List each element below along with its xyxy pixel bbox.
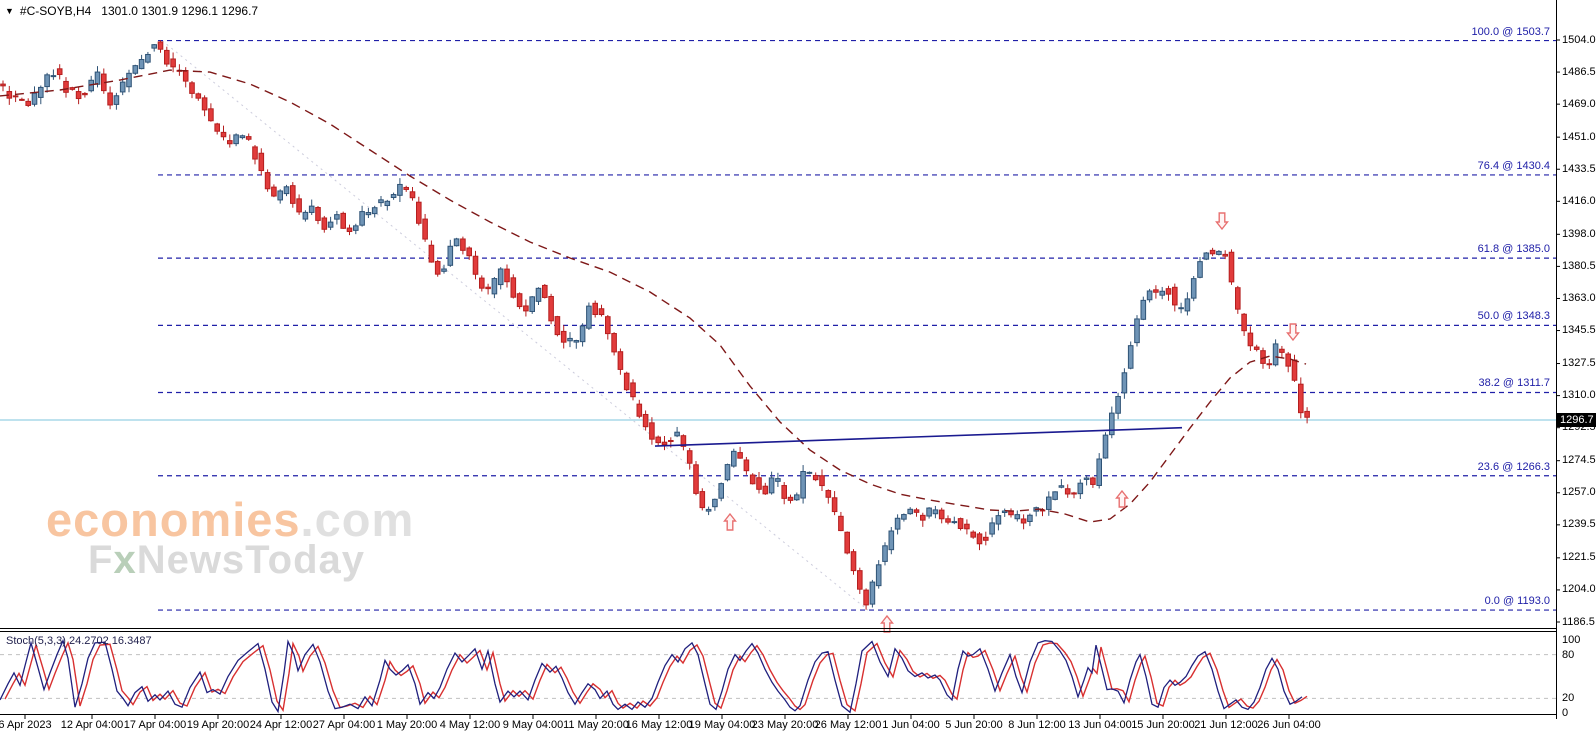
- time-axis-label: 5 Jun 20:00: [945, 719, 1003, 731]
- watermark-tagline-rest: NewsToday: [136, 538, 366, 582]
- price-axis-label: 1416.0: [1562, 194, 1596, 207]
- price-axis-label: 1221.5: [1562, 551, 1596, 564]
- time-axis-label: 21 Jun 12:00: [1194, 719, 1258, 731]
- down-arrow-icon: [1215, 212, 1229, 231]
- price-axis-label: 1204.0: [1562, 583, 1596, 596]
- price-axis-label: 1257.0: [1562, 486, 1596, 499]
- up-arrow-icon: [880, 614, 894, 633]
- symbol-title-bar: ▼ #C-SOYB,H4 1301.0 1301.9 1296.1 1296.7: [5, 4, 258, 18]
- time-axis-label: 15 Jun 20:00: [1131, 719, 1195, 731]
- time-axis-label: 6 Apr 2023: [0, 719, 52, 731]
- fib-level-label: 76.4 @ 1430.4: [1477, 159, 1550, 172]
- fib-level-label: 50.0 @ 1348.3: [1477, 310, 1550, 323]
- fib-baseline: [161, 40, 869, 611]
- trendline[interactable]: [654, 426, 1183, 447]
- fib-level-label: 100.0 @ 1503.7: [1471, 25, 1550, 38]
- time-axis-label: 16 May 12:00: [625, 719, 693, 731]
- time-axis-label: 26 Jun 04:00: [1257, 719, 1321, 731]
- stoch-scale-label: 100: [1562, 634, 1581, 646]
- time-axis-label: 24 Apr 12:00: [249, 719, 313, 731]
- price-axis-label: 1469.0: [1562, 97, 1596, 110]
- price-axis-label: 1345.5: [1562, 324, 1596, 337]
- moving-average-line: [0, 69, 1307, 523]
- price-axis-label: 1327.5: [1562, 357, 1596, 370]
- time-axis-label: 9 May 04:00: [502, 719, 564, 731]
- stoch-scale-label: 20: [1562, 692, 1575, 705]
- stoch-signal-line: [4, 640, 1308, 713]
- time-axis-label: 12 Apr 04:00: [60, 719, 124, 731]
- price-axis-label: 1380.5: [1562, 259, 1596, 272]
- time-axis-label: 23 May 20:00: [751, 719, 819, 731]
- time-axis-label: 8 Jun 12:00: [1008, 719, 1066, 731]
- time-axis-label: 17 Apr 04:00: [123, 719, 187, 731]
- time-axis-label: 4 May 12:00: [439, 719, 501, 731]
- time-axis-label: 1 Jun 04:00: [882, 719, 940, 731]
- time-axis-label: 13 Jun 04:00: [1068, 719, 1132, 731]
- watermark-brand: economies: [46, 493, 301, 546]
- indicator-label: Stoch(5,3,3) 24.2702 16.3487: [6, 635, 152, 647]
- fib-level-label: 0.0 @ 1193.0: [1484, 595, 1550, 608]
- fib-level-label: 23.6 @ 1266.3: [1477, 460, 1550, 473]
- stoch-main-line: [0, 638, 1303, 714]
- watermark-tagline-f: F: [88, 538, 114, 582]
- watermark-domain-suffix: .com: [300, 493, 415, 546]
- time-axis-label: 1 May 20:00: [376, 719, 438, 731]
- price-axis-label: 1398.0: [1562, 227, 1596, 240]
- price-axis-label: 1504.0: [1562, 33, 1596, 46]
- price-axis-label: 1486.5: [1562, 65, 1596, 78]
- symbol-period-label: #C-SOYB,H4: [19, 4, 92, 18]
- fib-level-label: 38.2 @ 1311.7: [1478, 377, 1550, 390]
- current-price-badge: 1296.7: [1557, 412, 1596, 427]
- price-axis-label: 1274.5: [1562, 454, 1596, 467]
- watermark-tagline-x: x: [113, 538, 137, 582]
- time-axis-label: 19 May 04:00: [688, 719, 756, 731]
- stoch-scale-label: 80: [1562, 648, 1575, 661]
- fib-level-label: 61.8 @ 1385.0: [1477, 243, 1550, 256]
- up-arrow-icon: [723, 512, 737, 531]
- down-arrow-icon: [1286, 323, 1300, 342]
- candlestick-series: [0, 40, 1310, 610]
- price-axis-label: 1310.0: [1562, 389, 1596, 402]
- time-axis-label: 27 Apr 04:00: [312, 719, 376, 731]
- symbol-dropdown-icon[interactable]: ▼: [5, 6, 14, 16]
- watermark-logo: economies.com: [46, 492, 414, 547]
- price-axis-label: 1451.0: [1562, 130, 1596, 143]
- watermark-tagline: FxNewsToday: [88, 538, 365, 583]
- time-axis-label: 19 Apr 20:00: [186, 719, 250, 731]
- price-axis-label: 1433.5: [1562, 162, 1596, 175]
- price-axis-label: 1363.0: [1562, 291, 1596, 304]
- up-arrow-icon: [1115, 489, 1129, 508]
- time-axis-label: 11 May 20:00: [563, 719, 629, 731]
- price-axis-label: 1186.5: [1562, 615, 1595, 628]
- ohlc-quote-label: 1301.0 1301.9 1296.1 1296.7: [101, 4, 259, 18]
- stoch-scale-label: 0: [1562, 707, 1569, 719]
- price-axis-label: 1239.5: [1562, 518, 1596, 531]
- time-axis-label: 26 May 12:00: [814, 719, 882, 731]
